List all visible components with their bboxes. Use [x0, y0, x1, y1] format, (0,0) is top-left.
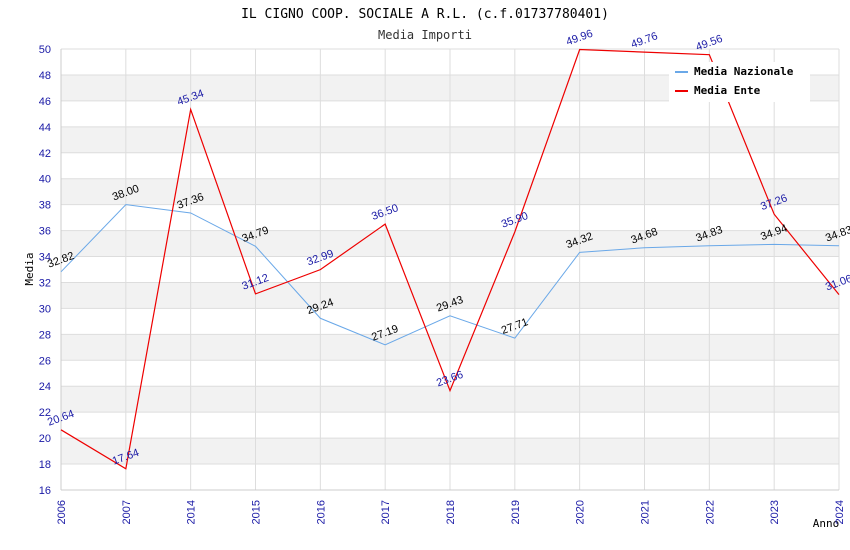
y-tick-labels: 16 18 20 22 24 26 28 30 32 34 36 38 40 42 44 46 48 50: [39, 44, 51, 497]
legend: Media Nazionale Media Ente: [669, 62, 810, 102]
x-tick-label: 2024: [834, 500, 846, 524]
y-tick-label: 34: [39, 252, 51, 264]
y-tick-label: 26: [39, 355, 51, 367]
x-tick-label: 2021: [640, 500, 652, 524]
x-tick-label: 2015: [251, 500, 263, 524]
x-tick-label: 2006: [56, 500, 68, 524]
y-tick-label: 16: [39, 485, 51, 497]
x-tick-label: 2018: [445, 500, 457, 524]
x-tick-label: 2022: [704, 500, 716, 524]
x-tick-label: 2007: [121, 500, 133, 524]
x-tick-label: 2014: [186, 500, 198, 524]
x-tick-label: 2020: [575, 500, 587, 524]
x-tick-label: 2023: [769, 500, 781, 524]
chart-title: IL CIGNO COOP. SOCIALE A R.L. (c.f.01737…: [241, 7, 609, 22]
chart-subtitle: Media Importi: [378, 28, 472, 42]
y-tick-label: 18: [39, 459, 51, 471]
legend-label-nazionale: Media Nazionale: [694, 65, 794, 78]
data-label-ente: 49.96: [565, 28, 595, 49]
y-tick-label: 50: [39, 44, 51, 56]
y-tick-label: 28: [39, 329, 51, 341]
y-tick-label: 42: [39, 148, 51, 160]
x-tick-labels: 2006 2007 2014 2015 2016 2017 2018 2019 2020 2021…: [56, 500, 846, 524]
y-tick-label: 36: [39, 226, 51, 238]
x-tick-label: 2016: [315, 500, 327, 524]
y-tick-label: 46: [39, 96, 51, 108]
y-tick-label: 32: [39, 277, 51, 289]
x-tick-label: 2019: [510, 500, 522, 524]
y-tick-label: 22: [39, 407, 51, 419]
series-line-nazionale: [60, 204, 840, 346]
gridlines: [60, 48, 840, 491]
legend-label-ente: Media Ente: [694, 84, 761, 97]
x-tick-label: 2017: [380, 500, 392, 524]
series-line-ente: [60, 48, 840, 470]
y-tick-label: 44: [39, 122, 51, 134]
y-tick-label: 20: [39, 433, 51, 445]
y-tick-label: 40: [39, 174, 51, 186]
y-tick-label: 30: [39, 303, 51, 315]
x-axis-label: Anno: [813, 517, 840, 530]
y-tick-label: 48: [39, 70, 51, 82]
data-label-ente: 49.76: [629, 30, 659, 51]
y-tick-label: 24: [39, 381, 51, 393]
legend-box: [669, 62, 810, 102]
y-axis-label: Media: [23, 252, 36, 285]
series-lines: [60, 48, 840, 470]
y-tick-label: 38: [39, 200, 51, 212]
